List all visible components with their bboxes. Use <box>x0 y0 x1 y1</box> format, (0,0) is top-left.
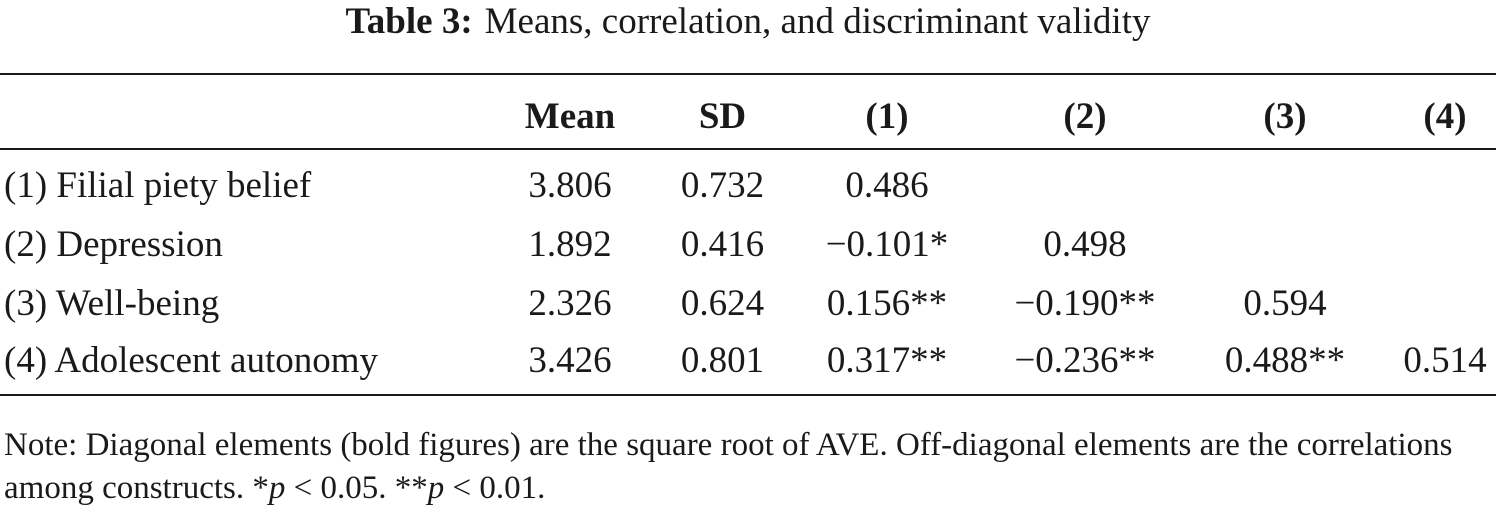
note-sig1-threshold: < 0.05. <box>285 470 395 506</box>
table-bottom-rule <box>0 394 1496 396</box>
header-sd: SD <box>698 96 747 137</box>
note-sig2-mark: ** <box>394 470 428 506</box>
header-col-4: (4) <box>1423 96 1467 137</box>
cell-r3-c3: 0.594 <box>1243 283 1327 324</box>
cell-r1-sd: 0.732 <box>680 165 765 206</box>
cell-r3-sd: 0.624 <box>680 283 765 324</box>
table-caption: Table 3: Means, correlation, and discrimi… <box>0 0 1496 42</box>
cell-r2-c1: −0.101* <box>825 224 949 265</box>
header-col-3: (3) <box>1263 96 1307 137</box>
table-caption-label: Table 3: <box>345 1 473 42</box>
cell-r1-mean: 3.806 <box>528 165 612 206</box>
cell-r1-c1: 0.486 <box>845 165 929 206</box>
cell-r4-c1: 0.317** <box>826 340 948 381</box>
cell-r3-mean: 2.326 <box>528 283 612 324</box>
note-sig1-p: p <box>268 470 286 506</box>
cell-r4-c2: −0.236** <box>1014 340 1156 381</box>
row-label-filial-piety: (1) Filial piety belief <box>4 165 312 206</box>
note-sig2-threshold: < 0.01. <box>444 470 546 506</box>
cell-r4-sd: 0.801 <box>680 340 765 381</box>
table-note: Note: Diagonal elements (bold figures) a… <box>4 424 1492 510</box>
table-caption-title: Means, correlation, and discriminant val… <box>484 1 1151 42</box>
header-col-1: (1) <box>865 96 909 137</box>
table-top-rule <box>0 73 1496 75</box>
note-sig1-mark: * <box>252 470 269 506</box>
table-header-rule <box>0 148 1496 150</box>
row-label-depression: (2) Depression <box>4 224 223 265</box>
header-mean: Mean <box>524 96 616 137</box>
cell-r3-c1: 0.156** <box>826 283 948 324</box>
cell-r4-c4: 0.514 <box>1403 340 1487 381</box>
cell-r2-c2: 0.498 <box>1043 224 1127 265</box>
cell-r2-sd: 0.416 <box>680 224 765 265</box>
row-label-well-being: (3) Well-being <box>4 283 220 324</box>
cell-r2-mean: 1.892 <box>528 224 612 265</box>
row-label-adolescent-autonomy: (4) Adolescent autonomy <box>4 340 379 381</box>
cell-r4-mean: 3.426 <box>528 340 612 381</box>
header-col-2: (2) <box>1063 96 1107 137</box>
table-note-text: Note: Diagonal elements (bold figures) a… <box>4 427 1453 506</box>
cell-r4-c3: 0.488** <box>1224 340 1346 381</box>
cell-r3-c2: −0.190** <box>1014 283 1156 324</box>
note-sig2-p: p <box>427 470 445 506</box>
